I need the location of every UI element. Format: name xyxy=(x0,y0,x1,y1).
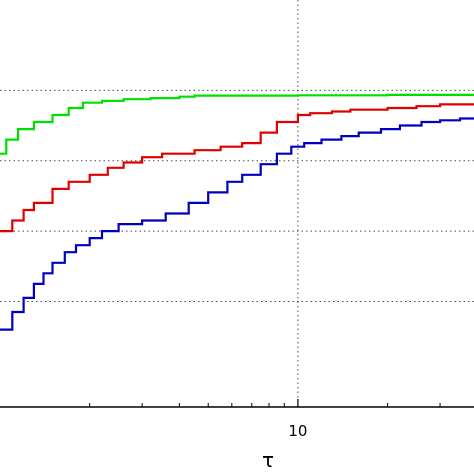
series-line-2 xyxy=(0,117,474,331)
series-line-1 xyxy=(0,103,474,233)
series-line-0 xyxy=(0,93,474,155)
grid xyxy=(0,0,474,407)
x-axis-ticks: 10 xyxy=(89,399,441,440)
series-lines xyxy=(0,93,474,331)
x-tick-label-0: 10 xyxy=(288,422,307,440)
x-axis-label: τ xyxy=(262,448,274,472)
